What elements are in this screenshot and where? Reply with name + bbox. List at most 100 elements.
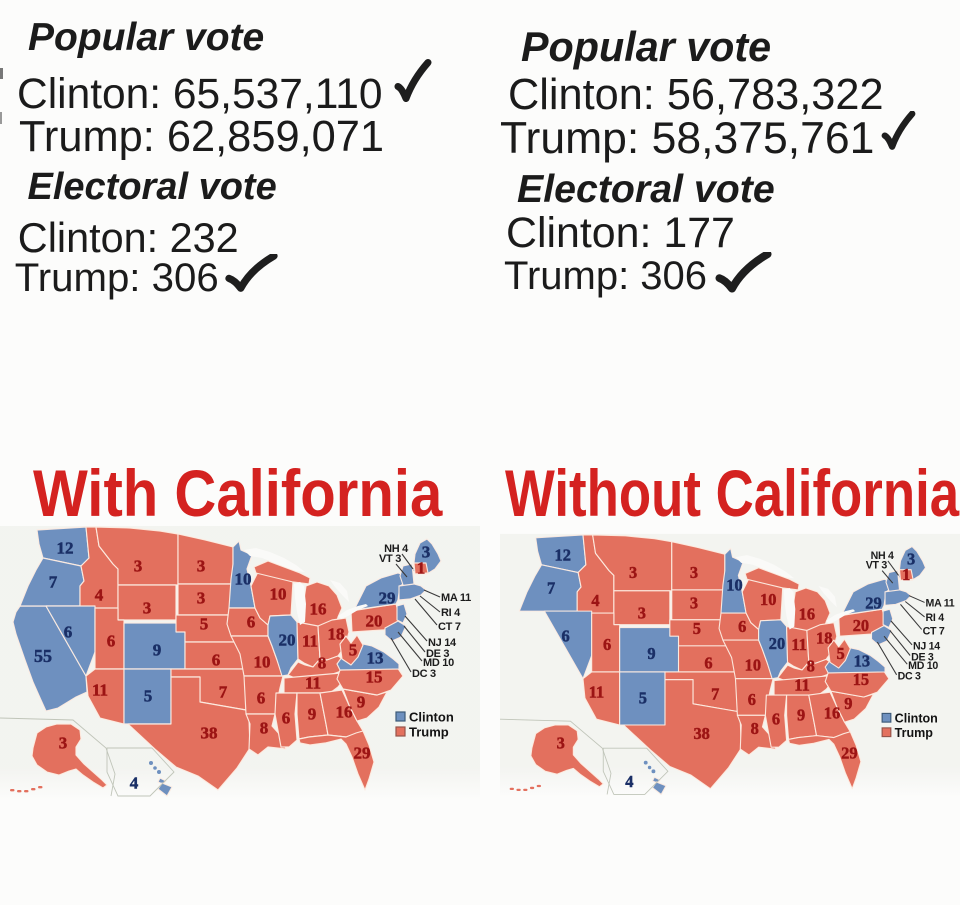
- svg-text:6: 6: [772, 710, 780, 729]
- svg-text:3: 3: [690, 594, 698, 613]
- svg-text:7: 7: [219, 683, 228, 702]
- svg-text:6: 6: [738, 617, 746, 636]
- svg-text:9: 9: [797, 706, 805, 725]
- svg-text:1: 1: [417, 559, 426, 578]
- svg-text:15: 15: [853, 670, 869, 689]
- svg-text:16: 16: [336, 703, 353, 722]
- svg-text:3: 3: [197, 589, 206, 608]
- svg-text:3: 3: [638, 604, 646, 623]
- svg-text:6: 6: [212, 651, 221, 670]
- svg-text:6: 6: [107, 632, 116, 651]
- svg-text:11: 11: [794, 676, 810, 695]
- svg-text:5: 5: [693, 619, 701, 638]
- svg-text:MA 11: MA 11: [441, 592, 471, 604]
- svg-text:9: 9: [844, 694, 852, 713]
- svg-text:VT 3: VT 3: [866, 560, 888, 572]
- svg-text:10: 10: [745, 656, 761, 675]
- svg-text:7: 7: [711, 685, 719, 704]
- svg-text:DE 3: DE 3: [426, 648, 449, 660]
- svg-text:16: 16: [824, 704, 840, 723]
- svg-text:55: 55: [34, 646, 52, 666]
- svg-text:CT 7: CT 7: [923, 626, 945, 638]
- svg-text:6: 6: [603, 636, 611, 655]
- svg-text:10: 10: [760, 590, 776, 609]
- svg-text:6: 6: [282, 709, 291, 728]
- svg-text:3: 3: [197, 557, 206, 576]
- svg-text:5: 5: [349, 641, 358, 660]
- svg-text:10: 10: [726, 576, 742, 595]
- svg-text:4: 4: [95, 586, 104, 605]
- svg-text:3: 3: [557, 734, 565, 753]
- svg-text:3: 3: [134, 557, 143, 576]
- svg-text:Clinton: Clinton: [895, 712, 938, 726]
- svg-text:DE 3: DE 3: [911, 652, 934, 664]
- svg-text:8: 8: [807, 657, 815, 676]
- svg-text:11: 11: [302, 632, 318, 651]
- svg-text:29: 29: [379, 589, 396, 608]
- svg-text:20: 20: [279, 631, 296, 650]
- svg-text:12: 12: [555, 546, 571, 565]
- svg-text:13: 13: [367, 649, 384, 668]
- svg-text:CT 7: CT 7: [438, 621, 461, 633]
- svg-text:16: 16: [310, 600, 327, 619]
- svg-text:1: 1: [902, 565, 910, 584]
- svg-text:4: 4: [130, 774, 139, 793]
- svg-text:NJ 14: NJ 14: [428, 637, 457, 649]
- svg-text:4: 4: [591, 591, 599, 610]
- svg-text:3: 3: [422, 543, 431, 562]
- svg-text:VT 3: VT 3: [379, 553, 401, 565]
- svg-text:38: 38: [693, 724, 709, 743]
- svg-text:3: 3: [629, 563, 637, 582]
- svg-text:38: 38: [201, 724, 218, 743]
- svg-text:11: 11: [305, 674, 321, 693]
- svg-text:Trump: Trump: [895, 726, 934, 740]
- svg-text:5: 5: [200, 615, 209, 634]
- svg-text:29: 29: [841, 744, 857, 763]
- svg-text:6: 6: [562, 627, 570, 646]
- svg-text:10: 10: [254, 653, 271, 672]
- svg-text:8: 8: [318, 654, 327, 673]
- svg-text:18: 18: [816, 629, 832, 648]
- svg-text:NH 4: NH 4: [871, 550, 894, 562]
- svg-text:3: 3: [907, 550, 915, 569]
- svg-text:3: 3: [690, 563, 698, 582]
- svg-text:29: 29: [354, 744, 371, 763]
- svg-text:6: 6: [748, 691, 756, 710]
- svg-text:9: 9: [647, 644, 655, 663]
- svg-text:MD 10: MD 10: [908, 660, 938, 672]
- svg-text:16: 16: [799, 605, 815, 624]
- svg-text:20: 20: [769, 635, 785, 654]
- svg-text:DC 3: DC 3: [898, 671, 921, 683]
- svg-text:3: 3: [59, 734, 68, 753]
- svg-text:3: 3: [143, 599, 152, 618]
- svg-text:29: 29: [865, 594, 881, 613]
- svg-text:11: 11: [92, 681, 108, 700]
- svg-text:5: 5: [144, 687, 153, 706]
- svg-text:20: 20: [853, 616, 869, 635]
- svg-text:11: 11: [791, 636, 806, 655]
- svg-text:20: 20: [366, 612, 383, 631]
- svg-text:MA 11: MA 11: [926, 598, 955, 610]
- svg-text:DC 3: DC 3: [412, 668, 436, 680]
- svg-text:Trump: Trump: [409, 725, 449, 740]
- svg-text:4: 4: [625, 773, 633, 792]
- svg-text:5: 5: [837, 644, 845, 663]
- svg-text:NH 4: NH 4: [384, 543, 409, 555]
- svg-text:8: 8: [260, 719, 269, 738]
- svg-text:Clinton: Clinton: [409, 710, 454, 725]
- svg-text:RI 4: RI 4: [441, 607, 461, 619]
- svg-text:6: 6: [247, 613, 256, 632]
- svg-text:MD 10: MD 10: [423, 657, 454, 669]
- svg-text:12: 12: [57, 539, 74, 558]
- svg-text:15: 15: [366, 668, 383, 687]
- svg-text:6: 6: [64, 623, 73, 642]
- svg-text:10: 10: [270, 585, 287, 604]
- svg-text:7: 7: [547, 579, 555, 598]
- svg-text:18: 18: [328, 625, 345, 644]
- svg-text:9: 9: [308, 705, 317, 724]
- svg-text:11: 11: [589, 683, 605, 702]
- svg-text:7: 7: [49, 573, 58, 592]
- svg-text:5: 5: [639, 689, 647, 708]
- svg-text:8: 8: [751, 720, 759, 739]
- svg-text:6: 6: [257, 689, 266, 708]
